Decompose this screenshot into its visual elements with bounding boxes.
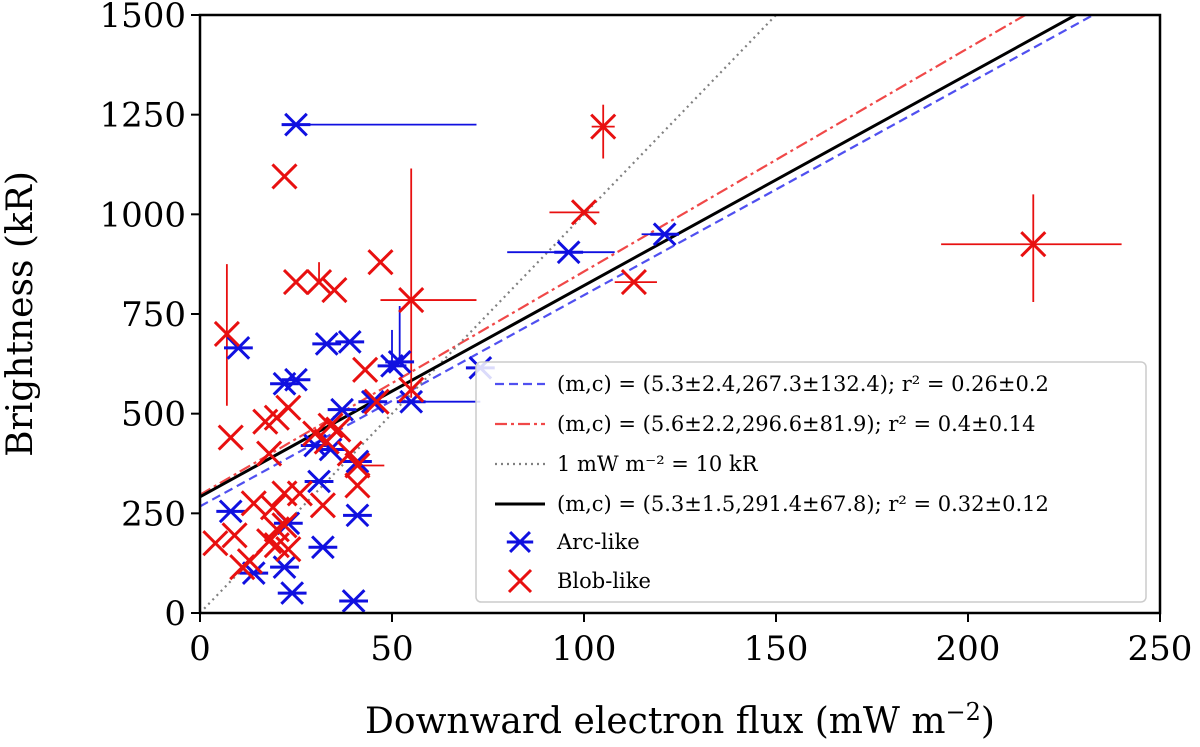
y-tick-label: 1500: [99, 0, 186, 36]
x-tick-label: 150: [744, 629, 809, 669]
arc-like-point: [343, 503, 372, 528]
arc-like-point: [270, 371, 299, 396]
legend-combined-fit-label: (m,c) = (5.3±1.5,291.4±67.8); r² = 0.32±…: [557, 492, 1049, 516]
x-tick-label: 100: [552, 629, 617, 669]
blob-like-point: [363, 388, 390, 415]
arc-like-point: [312, 332, 342, 356]
blob-like-point: [336, 440, 363, 467]
blob-like-point: [1020, 231, 1047, 258]
legend-box: [475, 361, 1147, 603]
x-tick-label: 250: [1128, 629, 1193, 669]
blob-like-point: [305, 269, 333, 296]
blob-like-point: [236, 548, 263, 575]
blob-like-point: [620, 269, 647, 296]
blob-like-point: [398, 376, 425, 403]
blob-like-point: [317, 412, 344, 439]
blob-like-point: [259, 494, 287, 521]
arc-like-point: [281, 367, 311, 392]
y-axis-label: Brightness (kR): [0, 171, 41, 457]
combined-fit: [200, 15, 1079, 499]
arc-like-point: [385, 349, 415, 374]
blob-like-point: [286, 480, 313, 507]
blob-like-point: [352, 356, 379, 383]
x-tick-label: 200: [936, 629, 1001, 669]
axis-ticks: 0 50 100 150 200 250 0 250 500 750 1000 1250 1500: [99, 0, 1192, 669]
blob-like-point: [367, 249, 394, 276]
arc-like-point: [339, 589, 368, 613]
blob-like-point: [271, 163, 298, 190]
legend-arc-like-label: Arc-like: [556, 530, 640, 554]
blob-like-point: [570, 199, 598, 226]
arc-like-point: [650, 222, 680, 247]
blob-like-point: [217, 424, 244, 451]
arc-like-point: [308, 535, 338, 560]
blob-like-point: [344, 472, 371, 499]
arc-like-point: [277, 581, 307, 605]
blob-like-point: [313, 428, 340, 455]
blob-like-point: [213, 320, 240, 347]
legend-reference-line-label: 1 mW m⁻² = 10 kR: [557, 452, 759, 476]
blob-like-point: [263, 516, 290, 543]
y-tick-label: 1250: [99, 96, 186, 136]
blob-like-point: [344, 452, 371, 479]
y-tick-label: 250: [121, 494, 186, 534]
legend-blob-fit-label: (m,c) = (5.6±2.2,296.6±81.9); r² = 0.4±0…: [557, 412, 1036, 436]
blob-like-point: [398, 286, 425, 314]
blob-like-point: [302, 420, 329, 447]
blob-like-point: [275, 536, 302, 563]
legend-arc-fit-label: (m,c) = (5.3±2.4,267.3±132.4); r² = 0.26…: [557, 372, 1049, 396]
arc-like-point: [554, 240, 584, 265]
blob-like-point: [590, 113, 617, 140]
blob-like-point: [282, 269, 310, 296]
legend-blob-like-marker: [507, 568, 533, 594]
arc-like-point: [224, 336, 253, 360]
blob-like-point: [221, 522, 248, 549]
legend-arc-like-marker: [506, 531, 534, 553]
blob-like-point: [263, 404, 290, 431]
x-tick-label: 50: [370, 629, 413, 669]
blob-like-point: [321, 277, 348, 304]
y-tick-label: 500: [121, 395, 186, 435]
blob-like-point: [202, 530, 229, 557]
arc-like-point: [270, 555, 299, 580]
reference-line: [200, 15, 778, 613]
arc-like-point: [335, 330, 365, 354]
legend: (m,c) = (5.3±2.4,267.3±132.4); r² = 0.26…: [475, 361, 1147, 603]
arc-like-point: [396, 389, 426, 414]
x-axis-label: Downward electron flux (mW m−2): [365, 698, 995, 742]
y-tick-label: 1000: [99, 195, 186, 235]
arc-like-point: [304, 469, 334, 494]
legend-blob-like-label: Blob-like: [557, 569, 651, 593]
arc-like-point: [281, 112, 311, 137]
arc-fit: [200, 15, 1096, 508]
arc-like-point: [216, 499, 246, 524]
y-tick-label: 750: [121, 295, 186, 335]
y-tick-label: 0: [164, 594, 186, 634]
blob-like-point: [256, 440, 283, 467]
x-tick-label: 0: [189, 629, 211, 669]
arc-like-point: [358, 389, 388, 414]
data-markers: [202, 112, 1047, 613]
blob-like-point: [309, 492, 336, 519]
